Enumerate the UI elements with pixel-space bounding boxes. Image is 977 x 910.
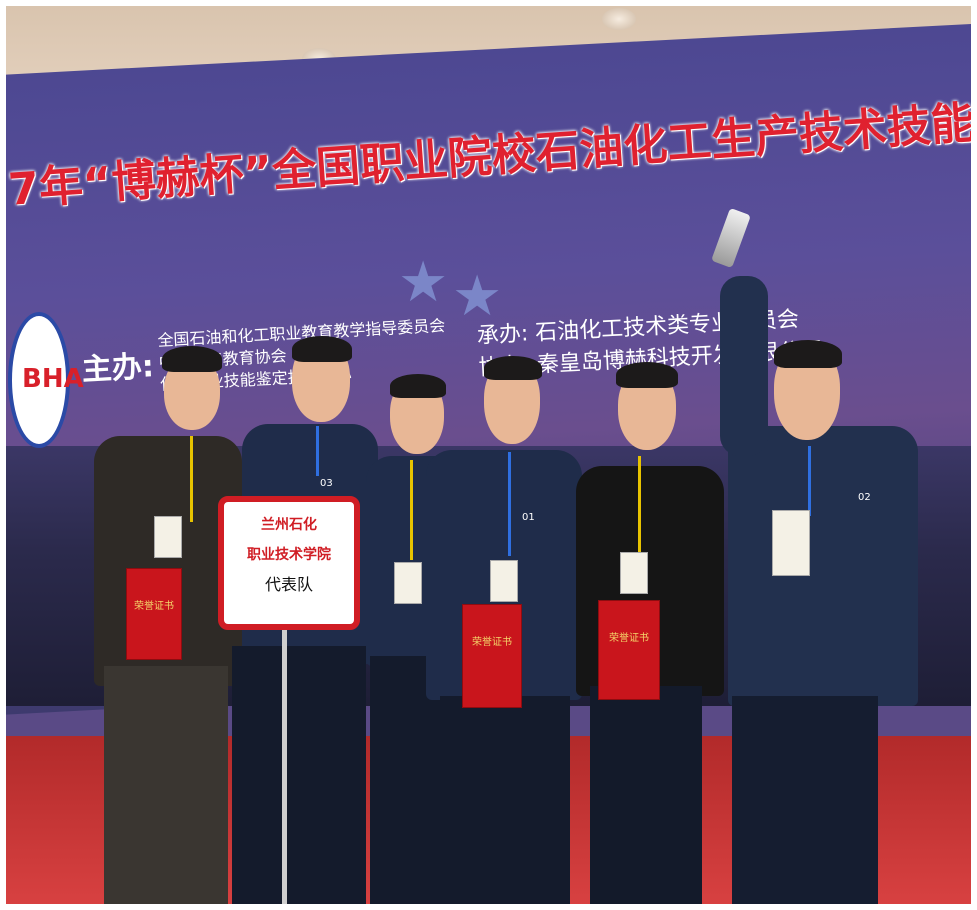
logo-icon: BHA [8, 312, 84, 448]
sign-line: 代表队 [264, 575, 313, 594]
star-icon: ★ [452, 264, 503, 329]
honor-certificate: 荣誉证书 [462, 604, 522, 708]
sign-line: 职业技术学院 [247, 547, 331, 563]
number-badge: 02 [858, 492, 871, 503]
sign-pole [282, 630, 287, 904]
star-icon: ★ [398, 250, 449, 315]
organizer-label: 主办: [80, 349, 155, 388]
number-badge: 03 [320, 478, 333, 489]
number-badge: 01 [522, 512, 535, 523]
team-photo: BHA 7年“博赫杯”全国职业院校石油化工生产技术技能大赛 ★ ★ 主办: 全国… [6, 6, 971, 904]
honor-certificate: 荣誉证书 [598, 600, 660, 700]
honor-certificate: 荣誉证书 [126, 568, 182, 660]
team-sign: 兰州石化 职业技术学院 代表队 [218, 496, 360, 630]
ceiling-light [602, 8, 636, 30]
sign-line: 兰州石化 [261, 517, 317, 533]
